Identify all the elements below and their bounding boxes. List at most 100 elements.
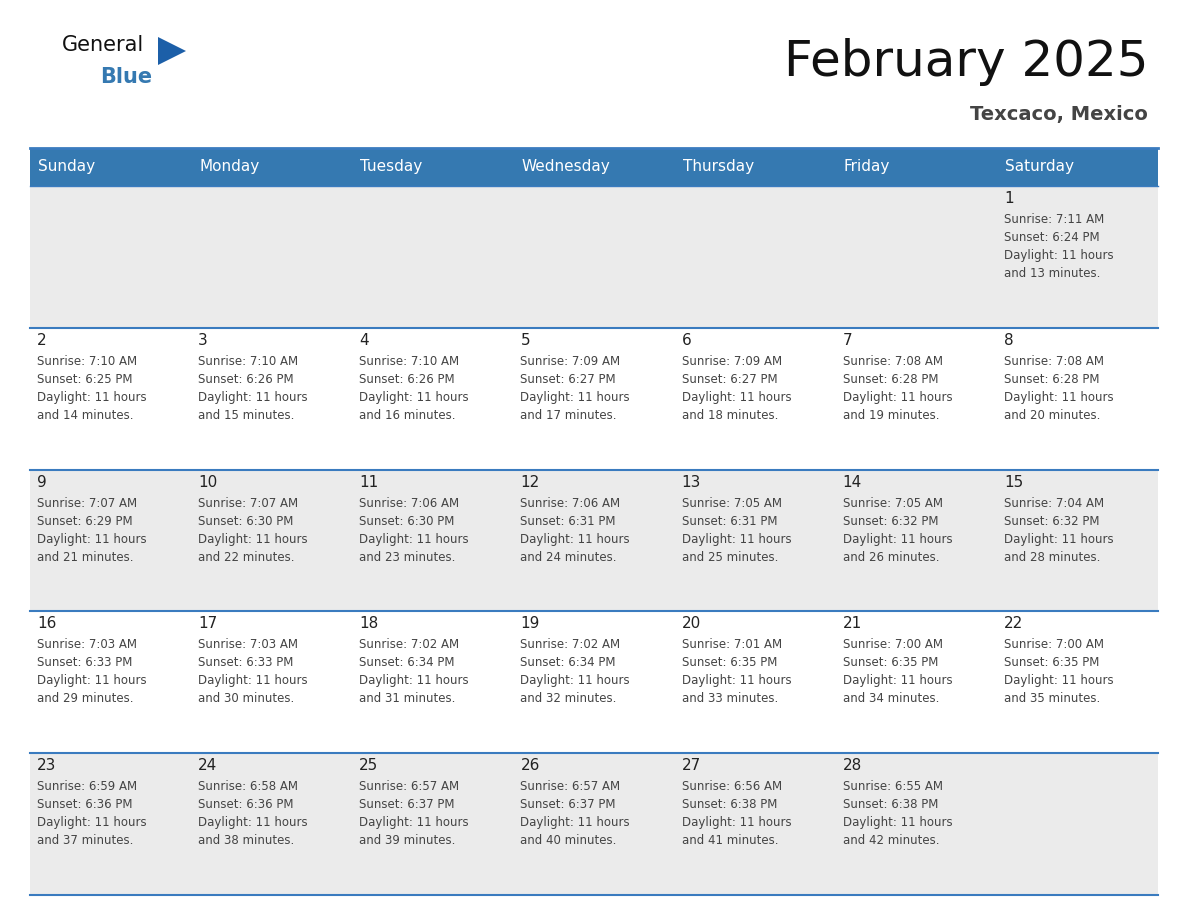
Bar [997,611,1158,753]
Text: Sunrise: 7:02 AM: Sunrise: 7:02 AM [359,638,460,652]
Bar [191,470,353,611]
Text: 24: 24 [198,758,217,773]
Bar [513,186,675,328]
Text: and 41 minutes.: and 41 minutes. [682,834,778,847]
Text: Daylight: 11 hours: Daylight: 11 hours [359,816,469,829]
Bar [675,611,835,753]
Text: and 40 minutes.: and 40 minutes. [520,834,617,847]
Bar [30,611,191,753]
Bar [835,470,997,611]
Bar [191,753,353,895]
Text: Sunset: 6:35 PM: Sunset: 6:35 PM [842,656,939,669]
Text: Daylight: 11 hours: Daylight: 11 hours [1004,532,1113,545]
Text: and 28 minutes.: and 28 minutes. [1004,551,1100,564]
Text: and 29 minutes.: and 29 minutes. [37,692,133,705]
Bar [30,148,191,186]
Text: 22: 22 [1004,616,1023,632]
Text: Sunrise: 7:10 AM: Sunrise: 7:10 AM [359,354,460,368]
Text: Wednesday: Wednesday [522,160,611,174]
Text: 16: 16 [37,616,56,632]
Text: 13: 13 [682,475,701,489]
Text: Sunset: 6:33 PM: Sunset: 6:33 PM [198,656,293,669]
Text: and 13 minutes.: and 13 minutes. [1004,267,1100,280]
Text: 1: 1 [1004,191,1013,206]
Text: and 21 minutes.: and 21 minutes. [37,551,133,564]
Text: Daylight: 11 hours: Daylight: 11 hours [37,675,146,688]
Text: Daylight: 11 hours: Daylight: 11 hours [520,391,630,404]
Text: Sunrise: 7:03 AM: Sunrise: 7:03 AM [37,638,137,652]
Text: Sunrise: 7:04 AM: Sunrise: 7:04 AM [1004,497,1104,509]
Bar [353,611,513,753]
Text: and 38 minutes.: and 38 minutes. [198,834,295,847]
Text: Sunrise: 7:09 AM: Sunrise: 7:09 AM [682,354,782,368]
Text: Sunrise: 7:11 AM: Sunrise: 7:11 AM [1004,213,1104,226]
Text: Sunset: 6:37 PM: Sunset: 6:37 PM [359,798,455,812]
Text: and 16 minutes.: and 16 minutes. [359,409,456,421]
Bar [513,611,675,753]
Text: and 18 minutes.: and 18 minutes. [682,409,778,421]
Text: Daylight: 11 hours: Daylight: 11 hours [682,816,791,829]
Text: Sunset: 6:27 PM: Sunset: 6:27 PM [520,373,617,386]
Text: 14: 14 [842,475,862,489]
Text: Sunset: 6:38 PM: Sunset: 6:38 PM [682,798,777,812]
Text: Daylight: 11 hours: Daylight: 11 hours [520,816,630,829]
Text: Sunset: 6:32 PM: Sunset: 6:32 PM [842,515,939,528]
Text: Sunrise: 7:10 AM: Sunrise: 7:10 AM [198,354,298,368]
Text: 9: 9 [37,475,46,489]
Text: Sunrise: 7:05 AM: Sunrise: 7:05 AM [682,497,782,509]
Text: Sunset: 6:26 PM: Sunset: 6:26 PM [198,373,293,386]
Bar [997,186,1158,328]
Text: Sunrise: 6:58 AM: Sunrise: 6:58 AM [198,780,298,793]
Text: and 30 minutes.: and 30 minutes. [198,692,295,705]
Text: Sunrise: 7:03 AM: Sunrise: 7:03 AM [198,638,298,652]
Text: and 26 minutes.: and 26 minutes. [842,551,940,564]
Text: Sunrise: 6:56 AM: Sunrise: 6:56 AM [682,780,782,793]
Text: Sunset: 6:34 PM: Sunset: 6:34 PM [359,656,455,669]
Text: Sunrise: 7:00 AM: Sunrise: 7:00 AM [842,638,943,652]
Text: and 42 minutes.: and 42 minutes. [842,834,940,847]
Text: Daylight: 11 hours: Daylight: 11 hours [682,532,791,545]
Text: Daylight: 11 hours: Daylight: 11 hours [198,816,308,829]
Text: 26: 26 [520,758,539,773]
Text: and 24 minutes.: and 24 minutes. [520,551,617,564]
Text: Sunset: 6:35 PM: Sunset: 6:35 PM [682,656,777,669]
Text: 7: 7 [842,333,852,348]
Text: Sunrise: 7:09 AM: Sunrise: 7:09 AM [520,354,620,368]
Text: Daylight: 11 hours: Daylight: 11 hours [359,675,469,688]
Text: February 2025: February 2025 [784,38,1148,86]
Text: and 31 minutes.: and 31 minutes. [359,692,456,705]
Text: 18: 18 [359,616,379,632]
Text: Daylight: 11 hours: Daylight: 11 hours [37,391,146,404]
Text: 20: 20 [682,616,701,632]
Text: and 37 minutes.: and 37 minutes. [37,834,133,847]
Text: Daylight: 11 hours: Daylight: 11 hours [198,675,308,688]
Bar [353,470,513,611]
Bar [997,328,1158,470]
Text: Sunset: 6:35 PM: Sunset: 6:35 PM [1004,656,1099,669]
Bar [191,186,353,328]
Text: and 23 minutes.: and 23 minutes. [359,551,456,564]
Text: Sunset: 6:30 PM: Sunset: 6:30 PM [359,515,455,528]
Text: 15: 15 [1004,475,1023,489]
Text: 6: 6 [682,333,691,348]
Text: Daylight: 11 hours: Daylight: 11 hours [37,816,146,829]
Text: Sunset: 6:36 PM: Sunset: 6:36 PM [198,798,293,812]
Text: and 39 minutes.: and 39 minutes. [359,834,456,847]
Bar [835,611,997,753]
Bar [191,328,353,470]
Text: Sunset: 6:24 PM: Sunset: 6:24 PM [1004,231,1099,244]
Bar [513,470,675,611]
Text: Daylight: 11 hours: Daylight: 11 hours [520,532,630,545]
Text: General: General [62,35,144,55]
Bar [513,753,675,895]
Text: Sunrise: 7:05 AM: Sunrise: 7:05 AM [842,497,943,509]
Text: Sunset: 6:28 PM: Sunset: 6:28 PM [1004,373,1099,386]
Text: Sunrise: 7:06 AM: Sunrise: 7:06 AM [520,497,620,509]
Bar [353,186,513,328]
Text: Tuesday: Tuesday [360,160,423,174]
Bar [835,753,997,895]
Text: 10: 10 [198,475,217,489]
Text: 2: 2 [37,333,46,348]
Text: Sunrise: 6:59 AM: Sunrise: 6:59 AM [37,780,137,793]
Text: Sunrise: 7:02 AM: Sunrise: 7:02 AM [520,638,620,652]
